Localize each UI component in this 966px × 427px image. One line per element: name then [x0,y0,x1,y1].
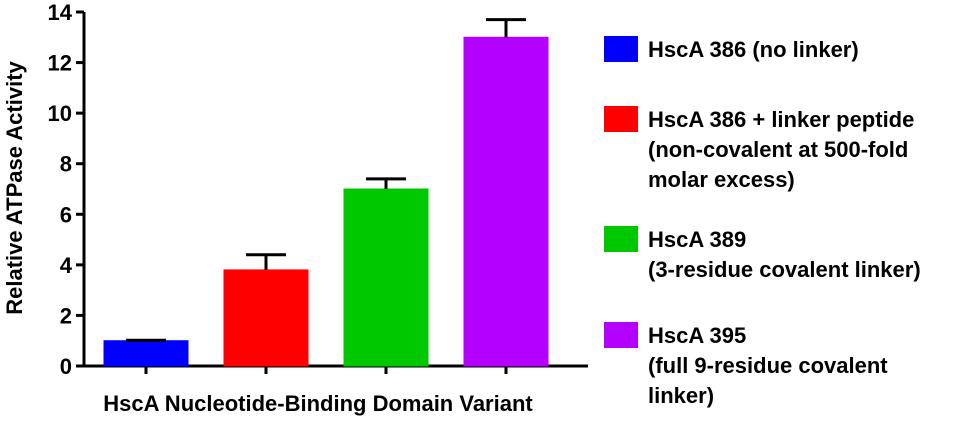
legend-swatch [604,226,638,252]
legend-label-line: HscA 386 (no linker) [648,37,859,62]
y-tick-label: 6 [60,202,72,227]
bar [463,36,549,367]
legend-label-line: HscA 389 [648,227,746,252]
legend-swatch [604,106,638,132]
y-tick-label: 10 [48,101,72,126]
bar [343,188,429,367]
legend-entry: HscA 395 (full 9-residue covalent linker) [604,322,888,408]
legend: HscA 386 (no linker) HscA 386 + linker pe… [604,36,921,408]
legend-entry: HscA 386 + linker peptide (non-covalent a… [604,106,914,192]
legend-entry: HscA 389 (3-residue covalent linker) [604,226,921,282]
y-tick-label: 8 [60,152,72,177]
y-tick-label: 12 [48,51,72,76]
y-tick-label: 14 [48,0,73,25]
legend-label-line: molar excess) [648,167,795,192]
legend-label-line: (full 9-residue covalent [648,353,888,378]
bar [103,340,189,367]
legend-label-line: linker) [648,383,714,408]
error-bars-layer [126,18,526,342]
y-axis-title: Relative ATPase Activity [2,60,27,314]
legend-label-line: HscA 386 + linker peptide [648,107,914,132]
legend-label-line: HscA 395 [648,323,746,348]
legend-label-line: (non-covalent at 500-fold [648,137,908,162]
legend-swatch [604,36,638,62]
y-tick-label: 2 [60,303,72,328]
bar [223,269,309,367]
legend-label-line: (3-residue covalent linker) [648,257,921,282]
y-tick-label: 0 [60,354,72,379]
legend-entry: HscA 386 (no linker) [604,36,859,62]
legend-swatch [604,322,638,348]
y-tick-label: 4 [60,253,73,278]
bars-layer [103,36,549,367]
x-axis-title: HscA Nucleotide-Binding Domain Variant [103,391,533,416]
